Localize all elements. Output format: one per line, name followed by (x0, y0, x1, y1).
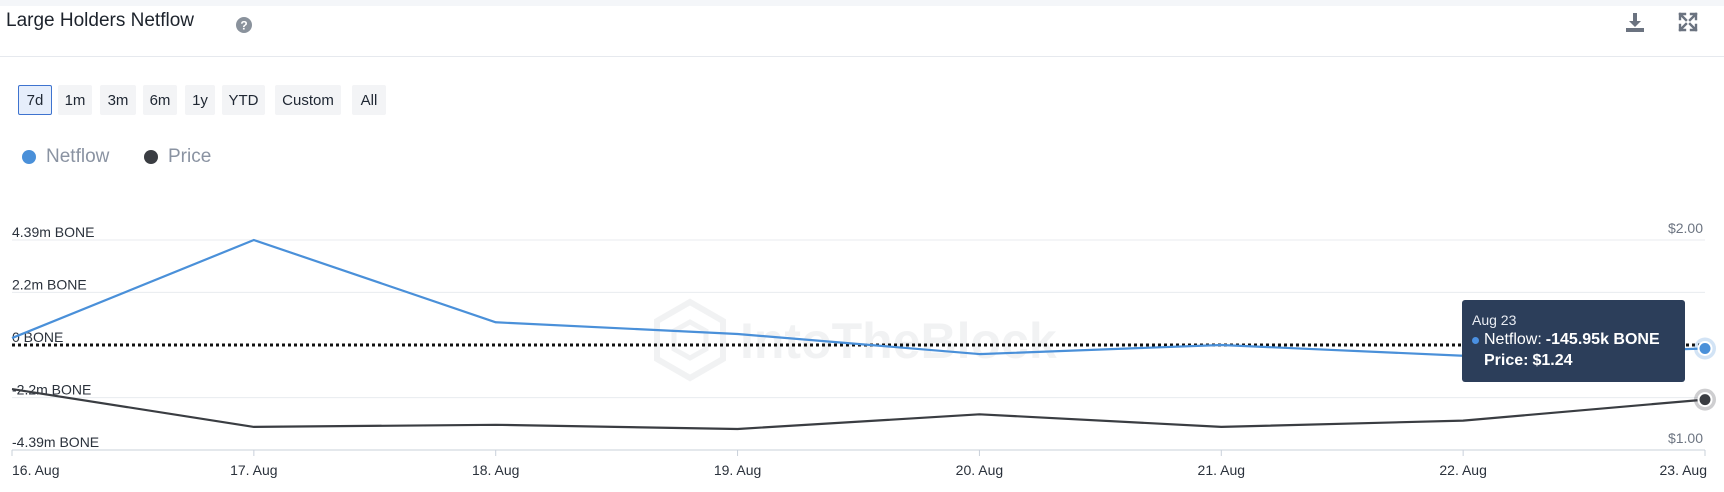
y-tick-label-left: -2.2m BONE (12, 382, 91, 398)
chart-header: Large Holders Netflow ? (0, 6, 1724, 57)
tooltip-netflow-label: Netflow: (1484, 331, 1542, 348)
chart-title: Large Holders Netflow (6, 10, 194, 31)
legend-label-netflow: Netflow (46, 146, 110, 167)
legend-label-price: Price (168, 146, 212, 167)
tooltip-price-value: $1.24 (1532, 352, 1573, 369)
watermark: IntoTheBlock (654, 298, 1057, 382)
y-tick-label-left: 0 BONE (12, 329, 63, 345)
watermark-text: IntoTheBlock (740, 313, 1057, 369)
fullscreen-icon[interactable] (1676, 10, 1700, 34)
download-icon[interactable] (1623, 10, 1647, 34)
tooltip-date: Aug 23 (1472, 312, 1517, 328)
range-button-ytd[interactable]: YTD (222, 85, 265, 115)
range-button-7d[interactable]: 7d (18, 85, 52, 115)
series-line-netflow (11, 238, 1706, 357)
x-tick-label: 21. Aug (1198, 462, 1246, 478)
legend-item-price[interactable]: Price (144, 146, 211, 168)
tooltip-netflow-value: -145.95k BONE (1545, 331, 1660, 348)
tooltip-netflow-row: Netflow: -145.95k BONE (1472, 331, 1675, 349)
tooltip-price-row: Price: $1.24 (1484, 352, 1675, 370)
svg-text:?: ? (240, 19, 247, 33)
y-tick-label-right: $1.00 (1668, 430, 1703, 446)
chart-tooltip: Aug 23 Netflow: -145.95k BONE Price: $1.… (1462, 300, 1685, 382)
range-button-3m[interactable]: 3m (100, 85, 136, 115)
range-button-all[interactable]: All (352, 85, 386, 115)
hover-point-price (1697, 392, 1713, 408)
series-layer (11, 238, 1716, 431)
y-tick-label-right: $2.00 (1668, 220, 1703, 236)
x-tick-label: 19. Aug (714, 462, 762, 478)
x-tick-label: 17. Aug (230, 462, 278, 478)
x-tick-label: 20. Aug (956, 462, 1004, 478)
series-line-price (11, 388, 1706, 431)
range-button-6m[interactable]: 6m (143, 85, 177, 115)
range-button-1y[interactable]: 1y (185, 85, 215, 115)
y-tick-label-left: -4.39m BONE (12, 434, 99, 450)
legend-item-netflow[interactable]: Netflow (22, 146, 109, 168)
y-tick-label-left: 2.2m BONE (12, 276, 87, 292)
x-tick-label: 18. Aug (472, 462, 520, 478)
range-button-1m[interactable]: 1m (58, 85, 92, 115)
x-tick-label: 22. Aug (1439, 462, 1487, 478)
help-icon[interactable]: ? (235, 16, 253, 34)
range-button-custom[interactable]: Custom (275, 85, 341, 115)
x-tick-label: 16. Aug (12, 462, 60, 478)
hover-point-netflow (1697, 340, 1713, 356)
axis-layer: 4.39m BONE 2.2m BONE 0 BONE -2.2m BONE -4.39… (11, 220, 1708, 478)
tooltip-price-label: Price: (1484, 352, 1529, 369)
top-strip (0, 0, 1724, 6)
x-tick-label: 23. Aug (1660, 462, 1708, 478)
netflow-legend-dot (22, 150, 36, 164)
price-legend-dot (144, 150, 158, 164)
y-tick-label-left: 4.39m BONE (12, 224, 94, 240)
tooltip-netflow-dot (1472, 336, 1479, 344)
